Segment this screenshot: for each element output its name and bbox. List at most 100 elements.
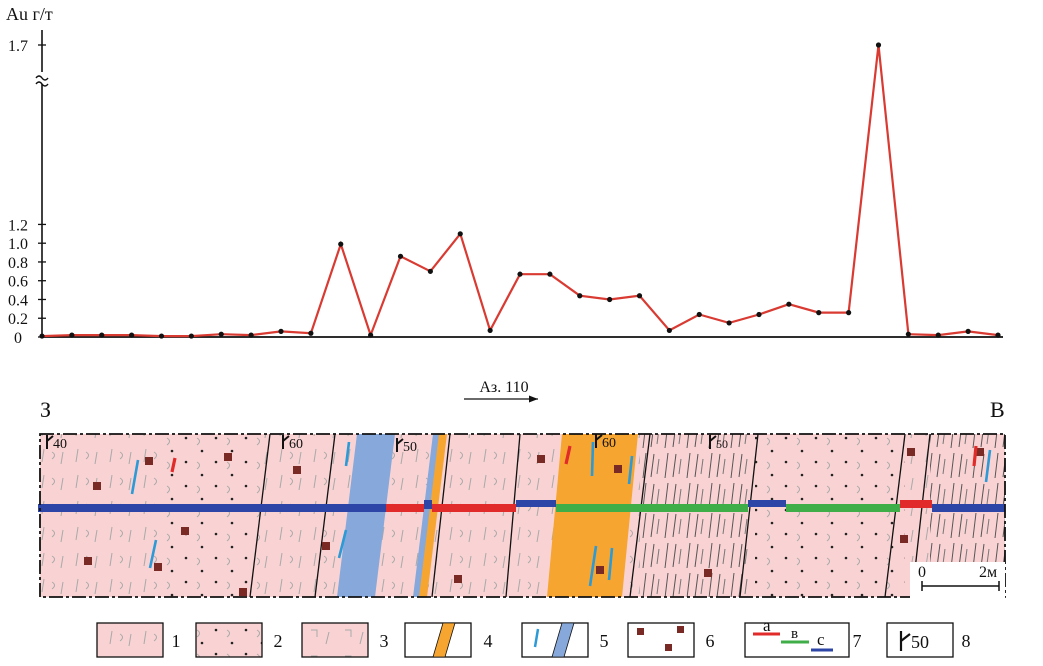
grade-bar-high — [900, 500, 932, 508]
legend-swatch-3 — [301, 622, 369, 658]
y-tick-label: 0.6 — [8, 274, 28, 291]
legend-orange-band — [432, 622, 456, 658]
legend-number-6: 6 — [706, 631, 715, 651]
legend-number-5: 5 — [600, 631, 609, 651]
legend-sublabel-b: в — [791, 626, 798, 642]
mineral-grain — [181, 527, 189, 535]
au-grade-chart: 0 0.2 0.40.6 0.8 1.0 1.2 1.7 Au г/т — [6, 4, 1003, 347]
dip-label: 40 — [53, 437, 67, 452]
grade-bar-low — [516, 500, 556, 507]
grade-bar-high — [386, 504, 424, 512]
data-point — [875, 42, 882, 48]
dip-symbol — [709, 435, 717, 449]
fault-line — [739, 433, 759, 598]
geological-section: З В Аз. 110 40 60 50 60 50 0 2м — [38, 379, 1006, 598]
fault-line — [629, 433, 651, 598]
legend: 1 2 3 4 5 6 а в с 7 50 8 — [96, 616, 971, 658]
legend-number-4: 4 — [484, 631, 493, 651]
crack — [588, 545, 598, 587]
data-point — [129, 332, 135, 338]
data-point — [517, 271, 523, 277]
fault-line — [505, 433, 521, 598]
fault-line — [314, 433, 336, 598]
mineral-grain — [154, 563, 162, 571]
mineral-grain — [145, 457, 153, 465]
data-point — [726, 320, 732, 326]
y-tick-label: 1.2 — [8, 217, 28, 234]
mineral-grain — [322, 542, 330, 550]
quartz-vein-band — [337, 434, 395, 597]
grade-bar-mid — [556, 504, 748, 512]
mineral-grain — [900, 535, 908, 543]
data-point — [547, 271, 553, 277]
series-line — [41, 44, 999, 339]
data-point — [397, 253, 404, 259]
data-point — [846, 310, 852, 316]
dip-label: 50 — [716, 437, 728, 451]
crack — [337, 529, 348, 559]
legend-number-8: 8 — [962, 631, 971, 651]
dip-symbol — [282, 435, 290, 449]
y-tick-label: 0.4 — [8, 292, 28, 309]
crack — [607, 547, 614, 581]
fault-line — [431, 433, 451, 598]
data-point — [158, 333, 165, 339]
y-tick-label: 0 — [14, 330, 22, 347]
fault-line — [884, 433, 906, 598]
crack — [590, 441, 595, 477]
data-point — [487, 327, 493, 334]
mineral-grain — [93, 482, 101, 490]
data-point — [69, 332, 75, 338]
data-point — [218, 331, 224, 337]
mineral-grain — [704, 569, 712, 577]
y-tick-label: 1.0 — [8, 236, 28, 253]
legend-number-2: 2 — [274, 631, 283, 651]
legend-blue-band — [551, 622, 575, 658]
rock-zone-dotted — [755, 434, 905, 597]
legend-number-3: 3 — [380, 631, 389, 651]
crack-red — [564, 445, 572, 465]
legend-sublabel-a: а — [763, 616, 771, 635]
crack-red — [972, 445, 978, 467]
mineral-grain — [239, 588, 247, 596]
dip-label: 60 — [602, 436, 616, 451]
dip-symbol — [46, 435, 54, 449]
grade-bar-low — [424, 500, 432, 509]
dip-symbol — [595, 434, 603, 448]
crack — [344, 441, 351, 467]
scale-box — [910, 562, 1005, 598]
data-point — [786, 301, 792, 307]
west-label: З — [40, 397, 51, 422]
data-point — [756, 311, 762, 318]
legend-swatch-2 — [195, 622, 263, 658]
legend-mineral — [677, 626, 684, 633]
data-point — [905, 331, 911, 337]
mineral-grain — [596, 566, 604, 574]
y-axis-label: Au г/т — [6, 4, 53, 24]
legend-number-7: 7 — [853, 631, 862, 651]
y-tick-label: 1.7 — [8, 38, 28, 55]
mineral-grain — [614, 465, 622, 473]
legend-crack — [533, 628, 540, 648]
data-point — [188, 333, 194, 339]
crack — [984, 449, 992, 483]
data-point — [278, 328, 284, 334]
dip-label: 60 — [289, 437, 303, 452]
data-point — [248, 332, 254, 338]
data-point — [607, 296, 613, 303]
dip-symbol — [396, 438, 404, 452]
axis-break-mark — [35, 81, 49, 87]
mineral-grain — [976, 448, 984, 456]
data-point — [338, 241, 344, 247]
fault-line — [249, 433, 271, 598]
data-point — [666, 327, 672, 334]
legend-dip-label: 50 — [911, 632, 929, 652]
data-point — [457, 231, 463, 237]
axis-break-mark — [35, 75, 49, 81]
grade-bar-low — [38, 504, 386, 512]
mineral-grain — [293, 466, 301, 474]
data-point — [577, 293, 583, 299]
crack — [130, 459, 140, 495]
